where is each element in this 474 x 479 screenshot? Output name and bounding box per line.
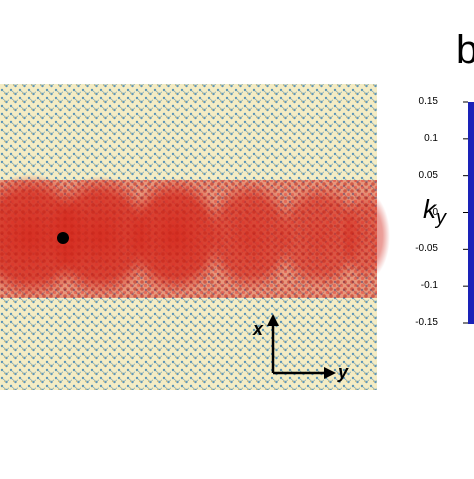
marker-dot bbox=[57, 232, 69, 244]
ky-label-sub: y bbox=[436, 207, 446, 230]
ky-label-main: k bbox=[423, 194, 436, 224]
ky-bar bbox=[468, 102, 474, 324]
panel-label: b bbox=[456, 28, 474, 72]
ky-tick-marks bbox=[463, 101, 468, 324]
coordinate-axes bbox=[267, 314, 336, 379]
ky-tick-label: -0.15 bbox=[415, 317, 438, 328]
ky-tick-label: 0.1 bbox=[424, 132, 438, 144]
x-axis-letter: x bbox=[253, 319, 264, 339]
ky-tick-label: 0.05 bbox=[418, 169, 438, 181]
ky-tick-label: -0.05 bbox=[415, 243, 438, 255]
ky-axis-label: ky bbox=[423, 196, 446, 228]
ky-tick-label: 0 bbox=[432, 206, 438, 218]
ky-tick-label: 0.15 bbox=[418, 96, 438, 107]
y-axis-letter: y bbox=[338, 362, 349, 382]
ky-tick-label: -0.1 bbox=[420, 280, 438, 292]
